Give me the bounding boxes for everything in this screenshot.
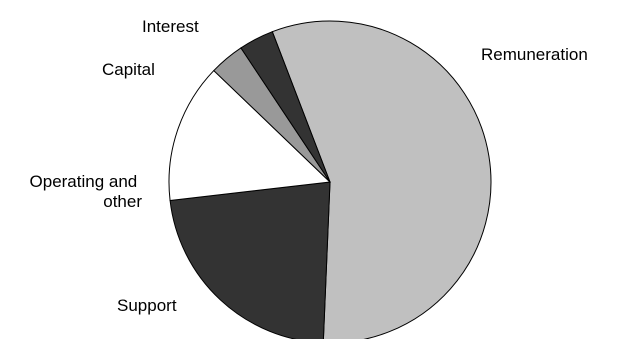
pie-slice-support xyxy=(169,181,331,339)
slice-label-operating-line2: other xyxy=(103,192,142,211)
pie-slice-operating-and-other xyxy=(168,69,332,202)
slice-label-operating-line1: Operating and xyxy=(30,172,138,191)
pie-slices xyxy=(168,20,492,339)
pie-labels: Remuneration Support Operating and other… xyxy=(30,17,588,315)
slice-label-remuneration: Remuneration xyxy=(481,45,588,64)
slice-label-interest: Interest xyxy=(142,17,199,36)
slice-label-operating: Operating and other xyxy=(30,172,143,211)
pie-slice-interest xyxy=(240,31,331,183)
slice-label-support: Support xyxy=(117,296,177,315)
slice-label-capital: Capital xyxy=(102,60,155,79)
